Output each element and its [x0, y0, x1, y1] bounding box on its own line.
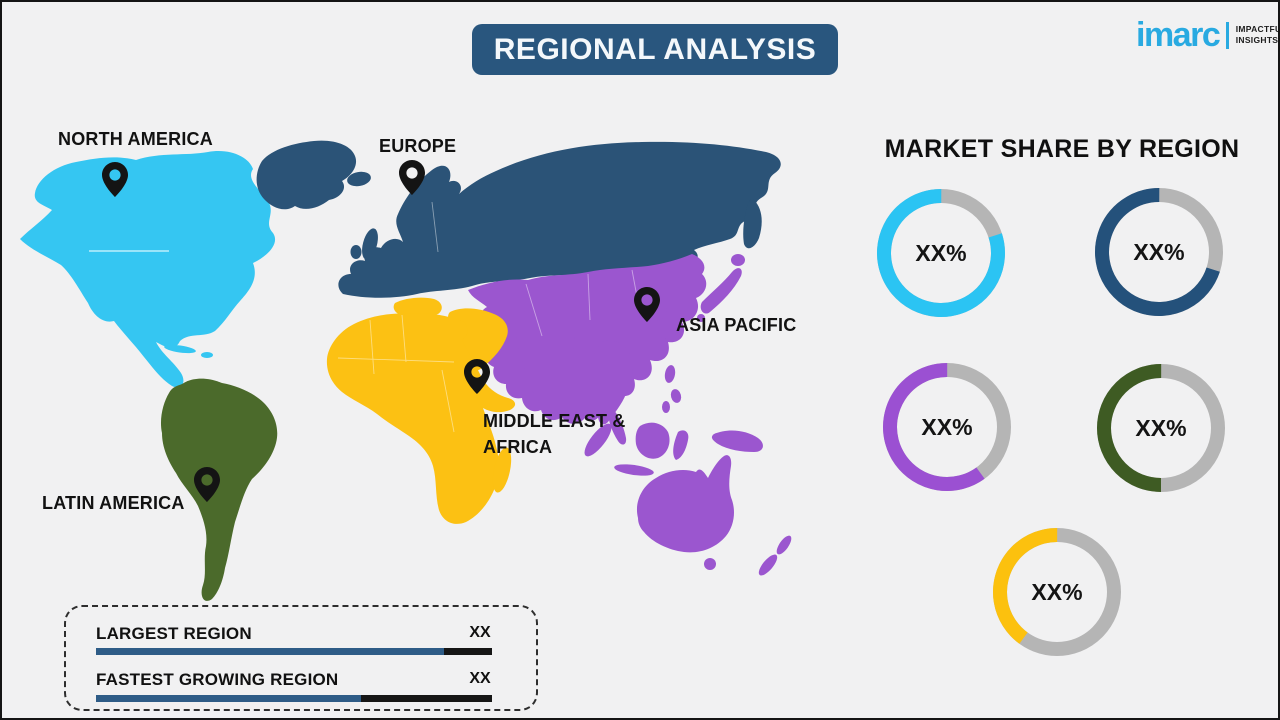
label-europe: EUROPE: [379, 136, 457, 156]
fastest-growing-region-bar: [96, 695, 492, 702]
largest-region-label: LARGEST REGION: [96, 624, 252, 643]
largest-region-value: XX: [469, 624, 491, 641]
label-latin-america: LATIN AMERICA: [42, 493, 185, 513]
page-title: REGIONAL ANALYSIS: [472, 24, 838, 75]
donut-value-label: XX%: [915, 239, 967, 266]
market-share-title: MARKET SHARE BY REGION: [884, 135, 1240, 163]
donut-value-label: XX%: [1135, 414, 1187, 441]
map-pins: [102, 160, 660, 502]
fastest-growing-region-label: FASTEST GROWING REGION: [96, 670, 339, 689]
donut-value-label: XX%: [1133, 238, 1185, 265]
world-map: [20, 140, 794, 601]
pin-europe: [399, 160, 425, 195]
region-europe[interactable]: [256, 140, 781, 298]
page-title-text: REGIONAL ANALYSIS: [493, 32, 817, 66]
donut-chart-europe: XX%: [1089, 182, 1229, 322]
pin-middle-east-africa: [464, 359, 490, 394]
logo-divider: [1226, 21, 1229, 49]
pin-asia-pacific: [634, 287, 660, 322]
label-north-america: NORTH AMERICA: [58, 129, 213, 149]
donut-chart-asia-pacific: XX%: [877, 357, 1017, 497]
donut-value-label: XX%: [921, 413, 973, 440]
label-middle-east-africa: MIDDLE EAST & AFRICA: [483, 411, 626, 457]
label-asia-pacific: ASIA PACIFIC: [676, 315, 797, 335]
pin-north-america: [102, 162, 128, 197]
fastest-growing-region-value: XX: [469, 670, 491, 687]
imarc-logo-wordmark: imarc: [1136, 16, 1221, 54]
largest-region-bar: [96, 648, 492, 655]
region-north-america[interactable]: [20, 151, 276, 388]
region-summary-box: LARGEST REGION XX FASTEST GROWING REGION…: [64, 605, 538, 711]
donut-chart-north-america: XX%: [871, 183, 1011, 323]
donut-value-label: XX%: [1031, 578, 1083, 605]
donut-chart-middle-east-africa: XX%: [987, 522, 1127, 662]
imarc-logo: imarc IMPACTFUL INSIGHTS: [1136, 16, 1279, 54]
logo-tagline: IMPACTFUL INSIGHTS: [1235, 23, 1279, 45]
donut-chart-latin-america: XX%: [1091, 358, 1231, 498]
pin-latin-america: [194, 467, 220, 502]
region-asia-pacific[interactable]: [468, 254, 794, 578]
region-latin-america[interactable]: [160, 378, 278, 601]
